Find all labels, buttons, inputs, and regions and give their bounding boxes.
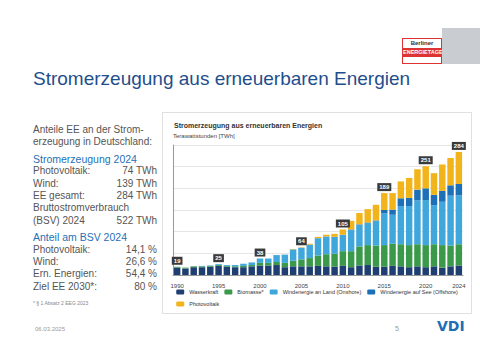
svg-text:105: 105 bbox=[338, 221, 349, 227]
svg-text:64: 64 bbox=[298, 238, 305, 244]
svg-text:Photovoltaik: Photovoltaik bbox=[189, 301, 219, 307]
html-text:Wind:: Wind: bbox=[33, 177, 59, 189]
html-text:Photovoltaik:: Photovoltaik: bbox=[33, 243, 91, 255]
html-text:Stromerzeugung aus erneuerbare: Stromerzeugung aus erneuerbaren Energien bbox=[33, 68, 411, 89]
svg-text:2000: 2000 bbox=[253, 283, 267, 289]
svg-text:1995: 1995 bbox=[211, 283, 226, 289]
svg-text:2005: 2005 bbox=[294, 283, 309, 289]
html-text:Stromerzeugung 2024: Stromerzeugung 2024 bbox=[33, 152, 137, 165]
html-text:Photovoltaik:: Photovoltaik: bbox=[33, 165, 91, 177]
html-text:Ziel EE 2030*:: Ziel EE 2030*: bbox=[33, 280, 97, 292]
html-text:26,6 %: 26,6 % bbox=[125, 256, 157, 268]
html-text:Ern. Energien:: Ern. Energien: bbox=[33, 268, 97, 280]
svg-text:19: 19 bbox=[174, 258, 181, 264]
html-text:54,4 %: 54,4 % bbox=[125, 268, 157, 280]
html-text:* § 1 Absatz 2 EEG 2023: * § 1 Absatz 2 EEG 2023 bbox=[33, 300, 89, 306]
html-text:Berliner: Berliner bbox=[410, 40, 434, 46]
svg-text:251: 251 bbox=[421, 157, 432, 163]
html-text:06.03.2025: 06.03.2025 bbox=[35, 326, 65, 332]
html-text:74 TWh: 74 TWh bbox=[122, 165, 157, 177]
html-text:522 TWh: 522 TWh bbox=[116, 214, 157, 226]
html-text:80 %: 80 % bbox=[134, 280, 157, 292]
html-text:5: 5 bbox=[395, 325, 399, 332]
svg-text:189: 189 bbox=[379, 184, 390, 190]
svg-text:Windenergie auf See (Offshore): Windenergie auf See (Offshore) bbox=[380, 289, 458, 295]
svg-text:2024: 2024 bbox=[452, 283, 466, 289]
html-text:erzeugung in Deutschland:: erzeugung in Deutschland: bbox=[33, 136, 152, 148]
svg-text:2020: 2020 bbox=[419, 283, 433, 289]
html-text:Anteile EE an der Strom-: Anteile EE an der Strom- bbox=[33, 124, 144, 135]
html-text:14,1 %: 14,1 % bbox=[125, 243, 157, 255]
svg-text:284: 284 bbox=[454, 143, 465, 149]
svg-text:Stromerzeugung aus erneuerbare: Stromerzeugung aus erneuerbaren Energien bbox=[174, 122, 322, 130]
svg-text:Windenergie an Land (Onshore): Windenergie an Land (Onshore) bbox=[283, 289, 362, 295]
svg-text:1990: 1990 bbox=[170, 283, 184, 289]
svg-text:2010: 2010 bbox=[336, 283, 350, 289]
svg-text:Biomasse*: Biomasse* bbox=[237, 289, 264, 295]
html-text:Anteil am BSV 2024: Anteil am BSV 2024 bbox=[33, 231, 127, 244]
svg-text:38: 38 bbox=[257, 250, 264, 256]
html-text:139 TWh: 139 TWh bbox=[116, 177, 157, 189]
svg-text:Wasserkraft: Wasserkraft bbox=[189, 289, 219, 295]
html-text:(BSV) 2024: (BSV) 2024 bbox=[33, 214, 85, 226]
html-text:284 TWh: 284 TWh bbox=[116, 190, 157, 201]
html-text:VDI: VDI bbox=[437, 318, 465, 334]
svg-text:2015: 2015 bbox=[377, 283, 391, 289]
svg-text:25: 25 bbox=[215, 255, 222, 261]
html-text:Bruttostromverbrauch: Bruttostromverbrauch bbox=[33, 202, 130, 214]
svg-text:Terawattstunden [TWh]: Terawattstunden [TWh] bbox=[173, 133, 235, 139]
html-text:EE gesamt:: EE gesamt: bbox=[33, 190, 85, 201]
html-text:ENERGIETAGE: ENERGIETAGE bbox=[403, 49, 443, 55]
html-text:Wind:: Wind: bbox=[33, 256, 59, 268]
